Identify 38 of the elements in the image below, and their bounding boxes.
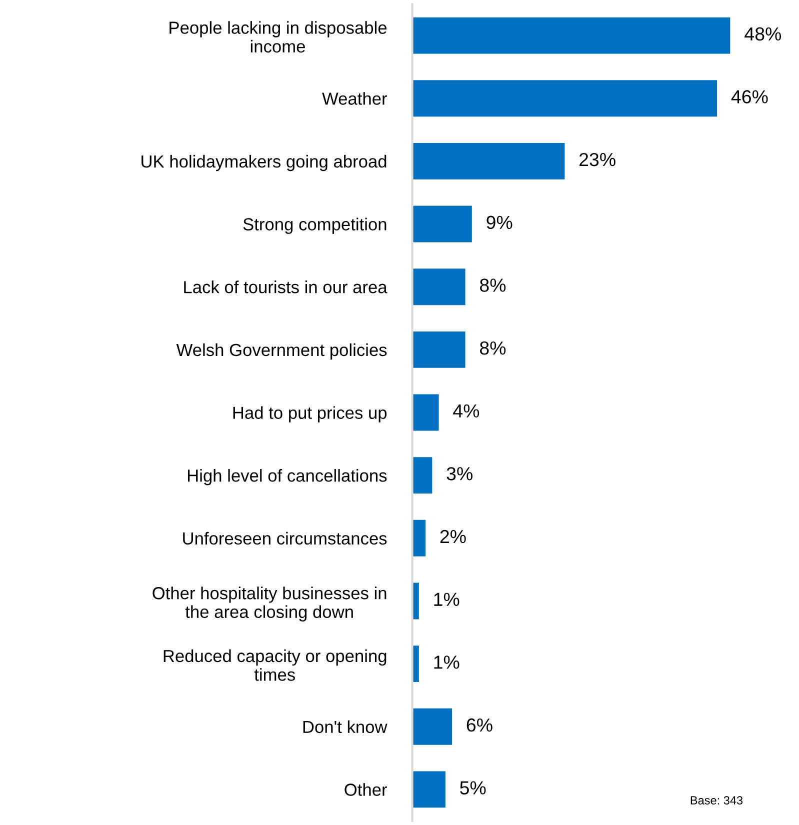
y-tick-label: Don't know [303,720,388,734]
bar [412,457,432,494]
bar [412,268,466,306]
data-label: 4% [453,404,480,418]
data-label: 48% [744,27,782,41]
annotation: Base: 343 [690,796,743,805]
bar [412,17,730,54]
y-tick-label: Other [344,783,387,796]
bar [412,708,452,745]
bar [412,80,718,117]
bar [412,142,565,180]
data-label: 2% [440,530,466,544]
y-tick-label: Other hospitality businesses in the area closing down [152,586,386,622]
y-tick-label: Strong competition [243,218,386,234]
y-tick-label: Unforeseen circumstances [183,532,387,545]
data-label: 3% [446,467,472,480]
y-tick-label: People lacking in disposable income [170,21,387,53]
y-tick-label: High level of cancellations [188,469,387,486]
data-label: 1% [434,592,460,606]
data-label: 8% [480,278,506,292]
data-label: 6% [466,718,492,732]
data-label: 5% [460,781,486,794]
bar [412,331,466,368]
data-label: 46% [731,90,768,104]
bar [412,520,426,556]
y-tick-label: Welsh Government policies [176,343,387,360]
y-tick-label: UK holidaymakers going abroad [142,154,386,172]
data-label: 23% [579,152,616,166]
y-tick-label: Reduced capacity or opening times [164,649,386,681]
data-label: 1% [434,656,460,669]
bar [412,206,472,242]
data-label: 8% [480,341,506,355]
bar [412,394,439,431]
y-tick-label: Lack of tourists in our area [184,280,388,294]
y-tick-label: Had to put prices up [233,406,387,422]
bar [412,771,446,808]
data-label: 9% [486,216,512,230]
y-tick-label: Weather [322,92,387,105]
